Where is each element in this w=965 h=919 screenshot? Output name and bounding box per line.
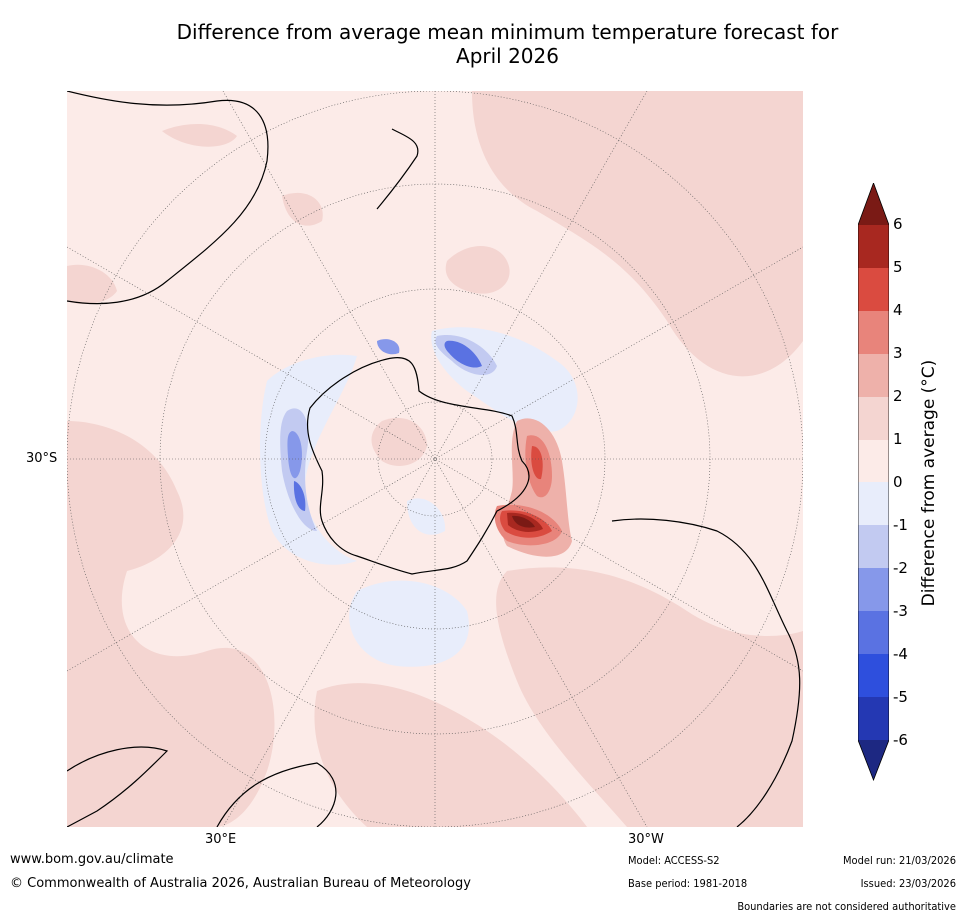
model-run: Model run: 21/03/2026 — [843, 854, 956, 867]
website-link[interactable]: www.bom.gov.au/climate — [10, 852, 174, 867]
colorbar-band-4-5 — [858, 268, 889, 311]
lon-label-30w: 30°W — [628, 832, 664, 847]
colorbar-band-2-3 — [858, 354, 889, 397]
colorbar-tick: 3 — [893, 344, 903, 362]
colorbar-band-5-6 — [858, 225, 889, 268]
model-name: Model: ACCESS-S2 — [628, 854, 720, 867]
colorbar-band-m4-m3 — [858, 611, 889, 654]
colorbar-tick: 1 — [893, 430, 903, 448]
colorbar-over-arrow — [858, 183, 889, 225]
colorbar-tick: -2 — [893, 559, 908, 577]
colorbar-tick: 5 — [893, 258, 903, 276]
colorbar-tick: -1 — [893, 516, 908, 534]
colorbar-band-0-1 — [858, 440, 889, 482]
issued-date: Issued: 23/03/2026 — [860, 877, 956, 890]
colorbar-tick: -6 — [893, 731, 908, 749]
title-line-1: Difference from average mean minimum tem… — [176, 20, 839, 44]
coastlines — [67, 91, 801, 827]
title-line-2: April 2026 — [456, 44, 559, 68]
colorbar-band-m1-0 — [858, 482, 889, 525]
colorbar-tick: -3 — [893, 602, 908, 620]
colorbar-band-m3-m2 — [858, 568, 889, 611]
colorbar-tick: -5 — [893, 688, 908, 706]
colorbar-tick: 6 — [893, 215, 903, 233]
copyright: © Commonwealth of Australia 2026, Austra… — [10, 876, 471, 891]
colorbar-svg — [857, 181, 890, 782]
colorbar-band-m6-m5 — [858, 697, 889, 740]
anomaly-negative-regions — [260, 327, 578, 667]
disclaimer: Boundaries are not considered authoritat… — [737, 900, 956, 913]
colorbar-label-text: Difference from average (°C) — [919, 359, 939, 607]
colorbar-tick: 0 — [893, 473, 903, 491]
anomaly-1-to-2-regions — [67, 91, 803, 827]
anomaly-positive-hotspot — [494, 418, 572, 557]
chart-title: Difference from average mean minimum tem… — [0, 20, 965, 68]
base-period: Base period: 1981-2018 — [628, 877, 748, 890]
colorbar-tick: 2 — [893, 387, 903, 405]
colorbar-under-arrow — [858, 740, 889, 780]
colorbar — [857, 181, 890, 782]
colorbar-tick: 4 — [893, 301, 903, 319]
colorbar-band-m5-m4 — [858, 654, 889, 697]
lon-label-30e: 30°E — [205, 832, 237, 847]
lat-label-30s: 30°S — [26, 451, 58, 466]
colorbar-band-m2-m1 — [858, 525, 889, 568]
map-svg — [67, 91, 803, 827]
graticule — [67, 91, 803, 827]
colorbar-band-1-2 — [858, 397, 889, 440]
forecast-map — [67, 91, 803, 827]
colorbar-band-3-4 — [858, 311, 889, 354]
colorbar-tick: -4 — [893, 645, 908, 663]
